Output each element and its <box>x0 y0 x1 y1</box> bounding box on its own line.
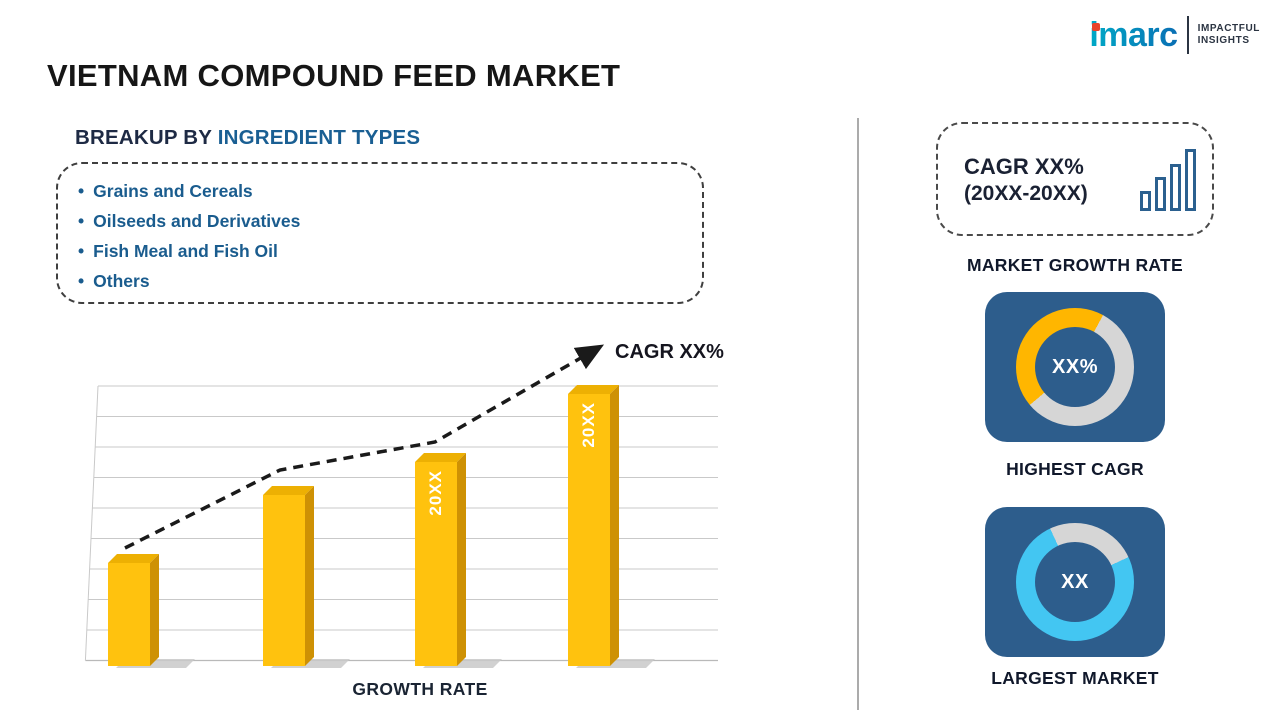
list-item: Fish Meal and Fish Oil <box>78 236 702 266</box>
cagr-box-text: CAGR XX% (20XX-20XX) <box>964 152 1128 207</box>
page-title: VIETNAM COMPOUND FEED MARKET <box>47 58 621 93</box>
highest-cagr-card: XX% <box>985 292 1165 442</box>
logo-tagline-line1: IMPACTFUL <box>1197 22 1260 34</box>
largest-market-label: LARGEST MARKET <box>991 668 1159 688</box>
chart-bar: 20XX <box>415 462 457 666</box>
section-divider <box>857 118 859 710</box>
market-growth-rate-box: CAGR XX% (20XX-20XX) <box>936 122 1214 236</box>
list-item: Oilseeds and Derivatives <box>78 206 702 236</box>
market-growth-rate-label: MARKET GROWTH RATE <box>966 255 1184 275</box>
imarc-logo-wordmark: imarc <box>1089 16 1178 54</box>
cagr-value: CAGR XX% <box>964 153 1084 179</box>
bar-chart-icon <box>1140 147 1196 211</box>
cagr-period: (20XX-20XX) <box>964 182 1088 206</box>
list-item: Others <box>78 266 702 296</box>
logo-tagline: IMPACTFUL INSIGHTS <box>1198 23 1260 48</box>
imarc-logo-text: imarc <box>1089 16 1178 54</box>
breakup-heading-highlight: INGREDIENT TYPES <box>217 126 421 149</box>
largest-market-card: XX <box>985 507 1165 657</box>
highest-cagr-donut: XX% <box>1016 308 1134 426</box>
cagr-annotation: CAGR XX% <box>615 341 724 363</box>
logo-divider <box>1186 16 1189 54</box>
largest-market-value: XX <box>1035 542 1115 622</box>
logo-red-dot-icon <box>1092 23 1101 31</box>
bar-chart-icon-bar <box>1185 149 1196 211</box>
list-item: Grains and Cereals <box>78 176 702 206</box>
logo-tagline-line2: INSIGHTS <box>1197 35 1250 46</box>
ingredient-types-box: Grains and Cereals Oilseeds and Derivati… <box>56 162 704 304</box>
chart-bar <box>263 495 305 666</box>
bar-chart-icon-bar <box>1155 177 1166 211</box>
trend-arrow <box>124 344 605 550</box>
highest-cagr-value: XX% <box>1035 327 1115 407</box>
imarc-logo: imarc IMPACTFUL INSIGHTS <box>1089 16 1260 54</box>
chart-x-axis-label: GROWTH RATE <box>352 679 488 699</box>
chart-bar: 20XX <box>568 394 610 666</box>
breakup-heading: BREAKUP BY INGREDIENT TYPES <box>75 126 420 150</box>
bar-chart-icon-bar <box>1140 191 1151 211</box>
breakup-heading-prefix: BREAKUP BY <box>75 126 218 149</box>
largest-market-donut: XX <box>1016 523 1134 641</box>
ingredient-types-list: Grains and Cereals Oilseeds and Derivati… <box>58 164 702 296</box>
chart-bar <box>108 563 150 666</box>
highest-cagr-label: HIGHEST CAGR <box>1006 459 1144 479</box>
bar-chart-icon-bar <box>1170 164 1181 211</box>
